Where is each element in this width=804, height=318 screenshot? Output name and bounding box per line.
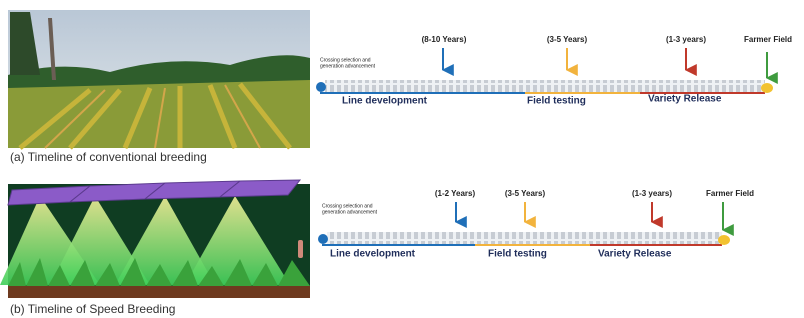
- duration: (1-3 years): [632, 189, 672, 198]
- stage: Variety Release: [598, 249, 672, 260]
- stage: Line development: [342, 96, 428, 107]
- figure: (a) Timeline of conventional breeding Cr…: [0, 0, 804, 318]
- duration: (1-2 Years): [435, 189, 476, 198]
- note: generation advancement: [322, 209, 378, 215]
- stage: Variety Release: [648, 94, 722, 105]
- stage: Field testing: [488, 249, 547, 260]
- duration: (3-5 Years): [547, 35, 588, 44]
- duration: (1-3 years): [666, 35, 706, 44]
- destination: Farmer Field: [706, 189, 754, 198]
- chamber-illustration: [0, 180, 310, 298]
- duration: (3-5 Years): [505, 189, 546, 198]
- duration: (8-10 Years): [422, 35, 467, 44]
- note: generation advancement: [320, 63, 376, 69]
- destination: Farmer Field: [744, 35, 792, 44]
- caption: (a) Timeline of conventional breeding: [10, 150, 207, 164]
- field-photo: [8, 10, 310, 148]
- caption: (b) Timeline of Speed Breeding: [10, 302, 175, 316]
- stage: Field testing: [527, 96, 586, 107]
- stage: Line development: [330, 249, 416, 260]
